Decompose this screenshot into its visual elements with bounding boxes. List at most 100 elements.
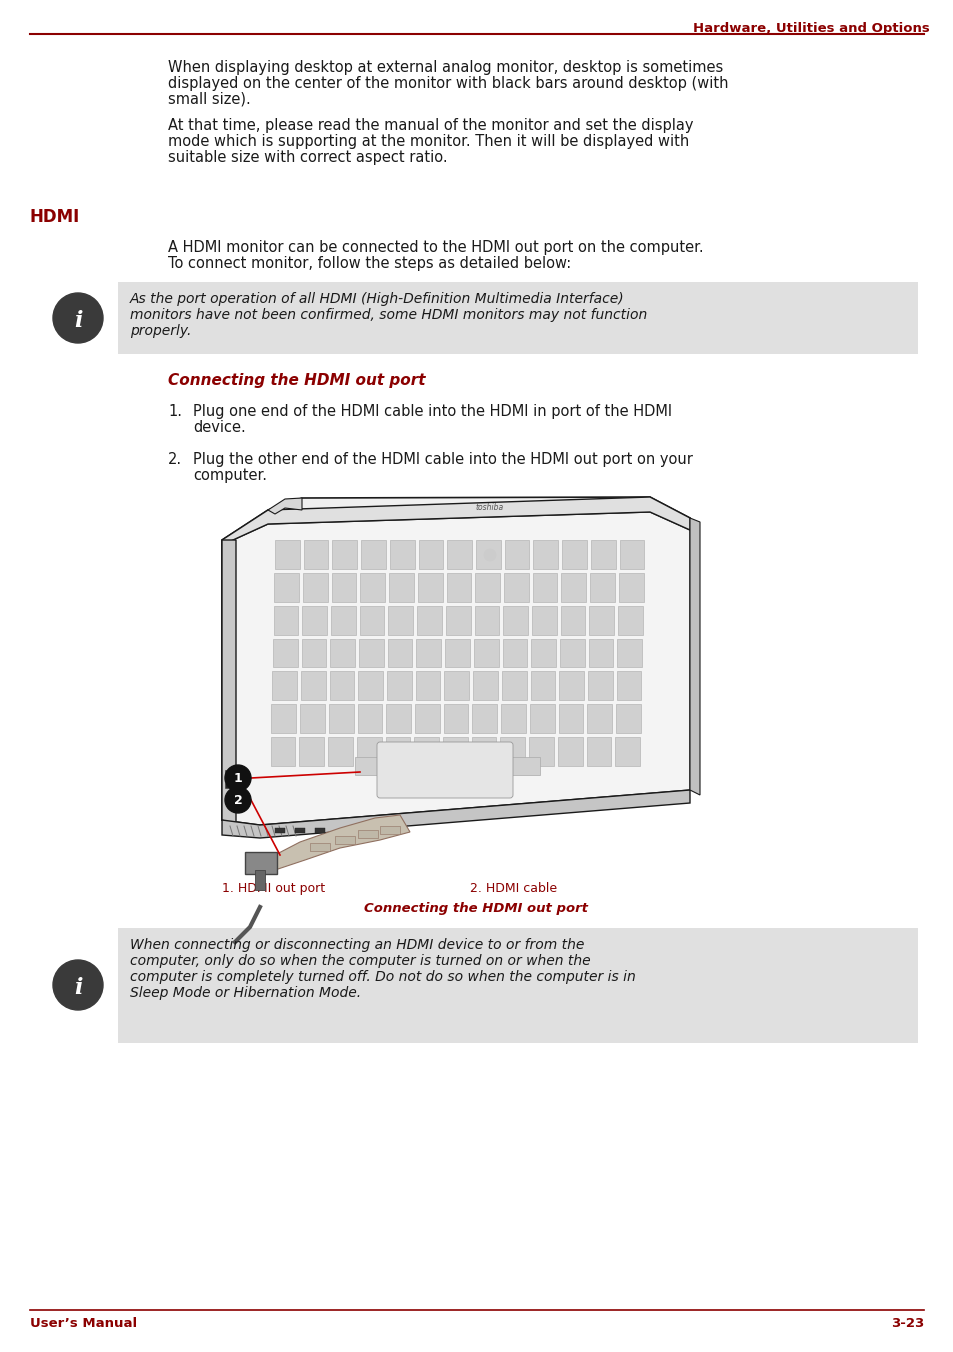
- Text: i: i: [73, 977, 82, 999]
- Bar: [500, 737, 524, 767]
- Bar: [303, 539, 328, 569]
- Bar: [385, 737, 410, 767]
- Text: When displaying desktop at external analog monitor, desktop is sometimes: When displaying desktop at external anal…: [168, 59, 722, 74]
- Polygon shape: [222, 539, 235, 825]
- Bar: [559, 638, 584, 668]
- Bar: [529, 704, 554, 733]
- Polygon shape: [222, 512, 689, 825]
- Text: 3-23: 3-23: [890, 1317, 923, 1330]
- Bar: [503, 573, 528, 602]
- Bar: [245, 852, 276, 873]
- Text: 1.: 1.: [168, 404, 182, 419]
- Bar: [446, 573, 471, 602]
- Circle shape: [53, 293, 103, 343]
- Bar: [303, 573, 328, 602]
- Bar: [443, 704, 468, 733]
- Bar: [616, 704, 640, 733]
- Bar: [358, 672, 382, 700]
- Bar: [502, 638, 527, 668]
- Bar: [504, 539, 529, 569]
- Bar: [274, 606, 298, 634]
- Text: computer.: computer.: [193, 468, 267, 483]
- Bar: [416, 606, 441, 634]
- Bar: [274, 827, 285, 833]
- Bar: [274, 573, 298, 602]
- Bar: [271, 737, 295, 767]
- Bar: [561, 539, 586, 569]
- Bar: [254, 869, 265, 890]
- Bar: [416, 672, 440, 700]
- Bar: [615, 737, 639, 767]
- Bar: [560, 573, 585, 602]
- Bar: [444, 672, 469, 700]
- Bar: [389, 573, 414, 602]
- Bar: [416, 638, 440, 668]
- Circle shape: [483, 549, 496, 561]
- Bar: [616, 672, 640, 700]
- Bar: [332, 539, 356, 569]
- Bar: [417, 573, 442, 602]
- Bar: [379, 826, 399, 834]
- Bar: [447, 539, 472, 569]
- Circle shape: [225, 765, 251, 791]
- Text: properly.: properly.: [130, 324, 192, 338]
- Bar: [310, 844, 330, 850]
- Bar: [357, 830, 377, 838]
- Polygon shape: [222, 790, 689, 838]
- Bar: [299, 737, 324, 767]
- Text: 1: 1: [233, 772, 242, 784]
- Polygon shape: [274, 815, 410, 869]
- Bar: [587, 672, 612, 700]
- Bar: [586, 737, 611, 767]
- Text: computer, only do so when the computer is turned on or when the: computer, only do so when the computer i…: [130, 955, 590, 968]
- Bar: [329, 672, 354, 700]
- Bar: [331, 606, 355, 634]
- Polygon shape: [222, 498, 689, 545]
- Bar: [442, 737, 467, 767]
- Bar: [617, 638, 641, 668]
- Text: toshiba: toshiba: [476, 503, 503, 512]
- Text: 1. HDMI out port: 1. HDMI out port: [222, 882, 325, 895]
- Text: To connect monitor, follow the steps as detailed below:: To connect monitor, follow the steps as …: [168, 256, 571, 270]
- Bar: [225, 771, 236, 775]
- Text: device.: device.: [193, 420, 246, 435]
- Bar: [533, 539, 558, 569]
- Polygon shape: [222, 498, 689, 825]
- Bar: [531, 638, 556, 668]
- Bar: [501, 672, 526, 700]
- Polygon shape: [268, 498, 302, 514]
- Bar: [415, 704, 439, 733]
- Bar: [590, 573, 615, 602]
- Bar: [558, 737, 582, 767]
- Text: small size).: small size).: [168, 92, 251, 107]
- Bar: [330, 638, 355, 668]
- Bar: [532, 573, 557, 602]
- Bar: [560, 606, 585, 634]
- Bar: [314, 827, 325, 833]
- Bar: [355, 757, 539, 775]
- Text: i: i: [73, 310, 82, 333]
- Text: When connecting or disconnecting an HDMI device to or from the: When connecting or disconnecting an HDMI…: [130, 938, 584, 952]
- Bar: [302, 606, 327, 634]
- Bar: [529, 737, 554, 767]
- Bar: [418, 539, 443, 569]
- Circle shape: [225, 787, 251, 813]
- Bar: [386, 704, 411, 733]
- Bar: [473, 672, 497, 700]
- Bar: [530, 672, 555, 700]
- Bar: [274, 539, 299, 569]
- Text: Connecting the HDMI out port: Connecting the HDMI out port: [364, 902, 587, 915]
- Text: At that time, please read the manual of the monitor and set the display: At that time, please read the manual of …: [168, 118, 693, 132]
- Bar: [272, 672, 296, 700]
- Bar: [445, 638, 470, 668]
- Text: 2. HDMI cable: 2. HDMI cable: [470, 882, 557, 895]
- Polygon shape: [689, 518, 700, 795]
- Text: HDMI: HDMI: [30, 208, 80, 226]
- Bar: [503, 606, 527, 634]
- Bar: [294, 827, 305, 833]
- Bar: [332, 573, 356, 602]
- Text: A HDMI monitor can be connected to the HDMI out port on the computer.: A HDMI monitor can be connected to the H…: [168, 241, 703, 256]
- Bar: [587, 704, 612, 733]
- Bar: [361, 539, 385, 569]
- Bar: [472, 704, 497, 733]
